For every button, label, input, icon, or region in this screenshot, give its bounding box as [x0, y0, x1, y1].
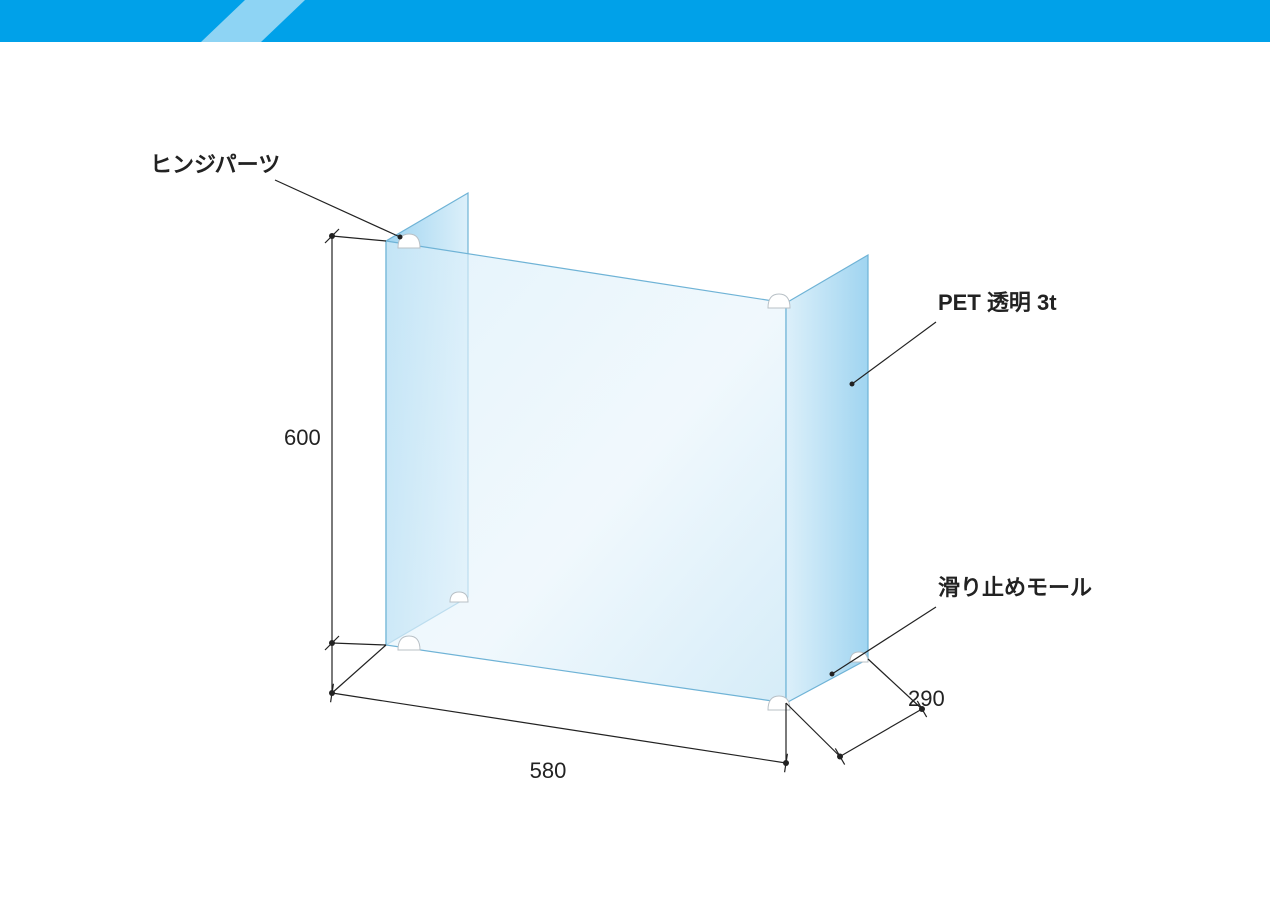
hinge-part: [768, 294, 790, 308]
callout-dot-hinge: [398, 235, 403, 240]
dimension-height: [325, 229, 386, 650]
diagram-container: 600 580 290 ヒンジパーツ PET 透明 3t 滑り止めモール: [0, 0, 1270, 900]
dimension-height-label: 600: [284, 425, 321, 450]
dimension-width-label: 580: [530, 758, 567, 783]
technical-drawing: 600 580 290 ヒンジパーツ PET 透明 3t 滑り止めモール: [0, 0, 1270, 900]
front-panel: [386, 241, 786, 703]
callout-label-antislip: 滑り止めモール: [938, 575, 1092, 600]
callout-label-material: PET 透明 3t: [938, 290, 1057, 315]
callout-dot-material: [850, 382, 855, 387]
callout-leader-hinge: [275, 180, 400, 237]
right-side-panel: [786, 255, 868, 703]
dimension-depth-label: 290: [908, 686, 945, 711]
callout-dot-antislip: [830, 672, 835, 677]
hinge-part: [450, 592, 468, 602]
callout-label-hinge: ヒンジパーツ: [150, 152, 280, 177]
